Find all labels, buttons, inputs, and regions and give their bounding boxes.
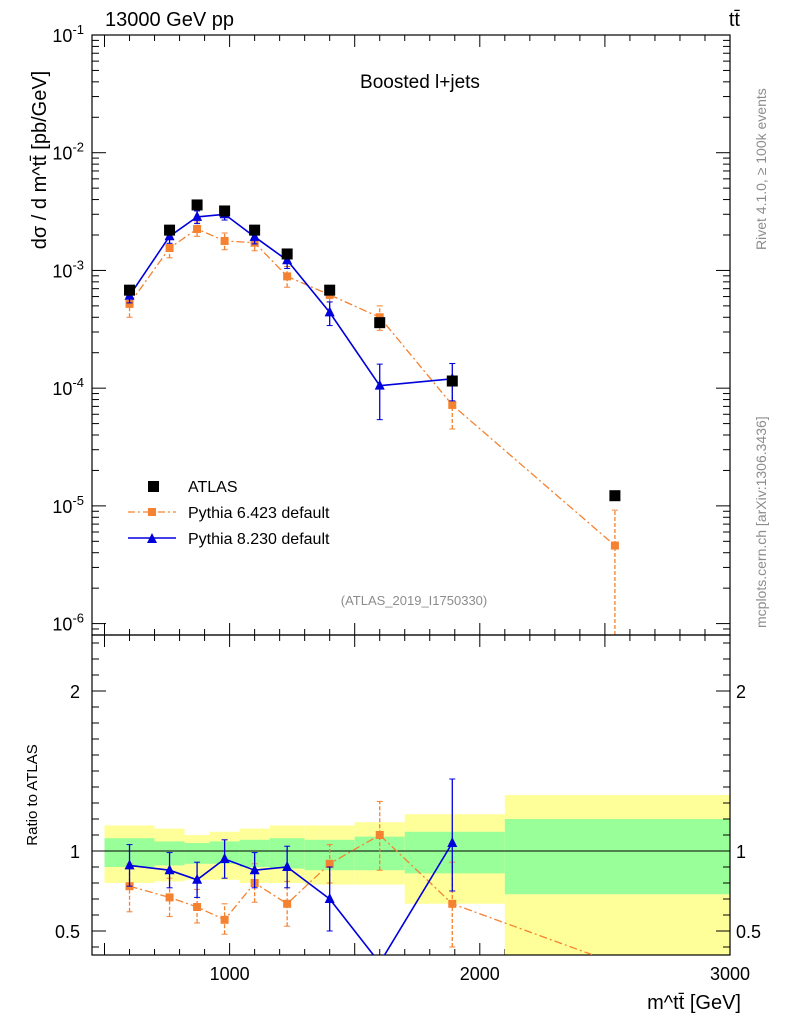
atlas-point xyxy=(281,248,293,260)
ratio-pythia8-point xyxy=(192,873,203,884)
uncertainty-band-inner xyxy=(504,819,730,895)
mcplots-reference-label: mcplots.cern.ch [arXiv:1306.3436] xyxy=(753,416,769,628)
ratio-pythia6-point xyxy=(448,899,457,908)
analysis-tag: (ATLAS_2019_I1750330) xyxy=(341,593,487,608)
pythia6-point xyxy=(283,272,292,281)
atlas-point xyxy=(249,224,261,236)
header-energy-label: 13000 GeV pp xyxy=(105,9,234,31)
header-process-label: tt̄ xyxy=(729,9,741,31)
legend: ATLAS Pythia 6.423 default Pythia 8.230 … xyxy=(128,479,330,548)
ratio-panel-frame xyxy=(91,634,731,956)
legend-label-pythia8: Pythia 8.230 default xyxy=(188,531,330,548)
ratio-pythia8-point xyxy=(324,893,335,903)
y-tick-label-main: 10-2 xyxy=(52,140,84,164)
y-tick-label-main: 10-6 xyxy=(52,611,84,635)
pythia6-point xyxy=(165,244,174,253)
uncertainty-band-inner xyxy=(184,843,210,864)
pythia6-point xyxy=(448,400,457,409)
ratio-panel: 1000 2000 3000 0.5 0.5 1 1 2 2 xyxy=(55,634,761,984)
atlas-point xyxy=(374,317,386,329)
ratio-pythia8-point xyxy=(447,837,458,847)
pythia6-point xyxy=(220,236,229,245)
y-tick-label-main: 10-5 xyxy=(52,493,84,517)
legend-label-pythia6: Pythia 6.423 default xyxy=(188,505,330,522)
y-tick-label-ratio-right: 2 xyxy=(736,682,746,702)
y-tick-label-main: 10-3 xyxy=(52,257,84,281)
atlas-point xyxy=(219,205,231,217)
ratio-pythia8-point xyxy=(219,853,230,863)
x-tick-label: 3000 xyxy=(710,964,750,984)
pythia6-line xyxy=(129,228,616,547)
y-tick-label-main: 10-1 xyxy=(52,22,84,46)
pythia6-point xyxy=(125,299,134,308)
x-axis-label: m^tt̄ [GeV] xyxy=(647,992,741,1014)
main-panel: 10-1 10-2 10-3 10-4 10-5 10-6 xyxy=(52,22,731,955)
rivet-version-label: Rivet 4.1.0, ≥ 100k events xyxy=(753,88,769,250)
y-tick-label-ratio: 0.5 xyxy=(55,922,80,942)
ratio-pythia8-point xyxy=(282,861,293,871)
atlas-point xyxy=(124,284,136,296)
ratio-pythia6-point xyxy=(375,831,384,839)
ratio-pythia6-point xyxy=(165,893,174,902)
uncertainty-band-inner xyxy=(404,831,505,874)
y-tick-label-main: 10-4 xyxy=(52,375,84,399)
atlas-point xyxy=(164,224,176,236)
pythia8-point xyxy=(374,379,385,390)
legend-label-atlas: ATLAS xyxy=(188,479,238,496)
y-tick-label-ratio-right: 1 xyxy=(736,842,746,862)
ratio-pythia8-point xyxy=(249,864,260,875)
ratio-pythia6-point xyxy=(220,915,229,924)
legend-marker-pythia8 xyxy=(147,533,157,543)
pythia6-point xyxy=(193,224,202,233)
y-axis-label-main: dσ / d m^tt̄ [pb/GeV] xyxy=(29,71,51,249)
legend-marker-pythia6 xyxy=(148,508,156,516)
atlas-point xyxy=(446,375,458,387)
y-tick-label-ratio: 1 xyxy=(70,842,80,862)
atlas-point xyxy=(191,199,203,211)
ratio-pythia8-point xyxy=(164,864,175,875)
x-tick-label: 1000 xyxy=(210,964,250,984)
x-tick-label: 2000 xyxy=(460,964,500,984)
atlas-point xyxy=(609,490,621,502)
uncertainty-band-inner xyxy=(354,836,405,871)
y-tick-label-ratio: 2 xyxy=(70,682,80,702)
ratio-pythia6-line xyxy=(129,834,595,955)
pythia6-point xyxy=(610,541,619,550)
y-axis-label-ratio: Ratio to ATLAS xyxy=(24,744,41,845)
chart-title: Boosted l+jets xyxy=(360,72,480,93)
pythia8-point xyxy=(249,230,260,241)
ratio-pythia6-point xyxy=(325,859,334,868)
pythia8-point xyxy=(192,210,203,221)
pythia8-point xyxy=(324,306,335,317)
pythia8-line xyxy=(128,213,453,387)
ratio-pythia6-point xyxy=(193,903,202,911)
ratio-pythia6-point xyxy=(283,899,292,908)
atlas-point xyxy=(324,284,336,296)
y-tick-label-ratio-right: 0.5 xyxy=(736,922,761,942)
legend-marker-atlas xyxy=(148,481,159,492)
ratio-pythia8-point xyxy=(124,859,135,870)
